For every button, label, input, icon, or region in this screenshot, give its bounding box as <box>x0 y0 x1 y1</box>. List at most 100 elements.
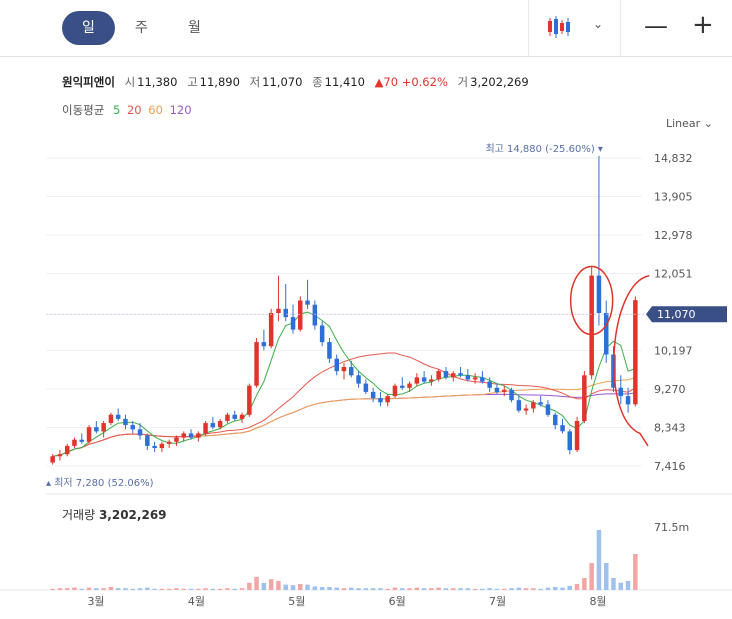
max-price-label: 최고 14,880 (-25.60%) ▾ <box>485 143 603 155</box>
volume-bar <box>400 588 405 590</box>
volume-bar <box>276 581 281 590</box>
candlestick-icon[interactable] <box>545 14 573 40</box>
candle-body <box>560 425 565 432</box>
ma-120: 120 <box>169 103 192 117</box>
candle-body <box>531 402 536 409</box>
volume-bar <box>319 587 325 590</box>
ma-label: 이동평균 <box>62 103 105 117</box>
volume-bar <box>378 588 383 590</box>
candle-body <box>239 414 245 419</box>
volume-bar <box>349 587 354 590</box>
volume-bar <box>327 587 332 590</box>
volume-bar <box>356 588 361 590</box>
candle-body <box>451 373 456 378</box>
candle-body <box>210 423 216 428</box>
volume-bar <box>334 587 339 590</box>
volume-bar <box>443 588 449 590</box>
candle-body <box>254 342 259 386</box>
volume-bar <box>174 588 179 590</box>
plus-icon[interactable]: + <box>692 10 714 40</box>
candle-body <box>604 313 609 355</box>
y-tick-label: 7,416 <box>654 460 686 473</box>
volume-bar <box>268 579 274 590</box>
high-label: 고 <box>187 75 198 89</box>
candle-body <box>356 375 361 384</box>
volume-bar <box>560 587 565 590</box>
volume-bar <box>159 588 165 590</box>
volume-bar <box>130 588 135 590</box>
candle-body <box>79 439 84 442</box>
candle-body <box>319 325 325 343</box>
volume-bar <box>451 588 456 590</box>
volume-bar <box>108 587 114 590</box>
chevron-down-icon[interactable]: ⌄ <box>593 17 604 31</box>
volume-bar <box>65 588 70 590</box>
tab-month[interactable]: 월 <box>188 20 201 36</box>
tab-week[interactable]: 주 <box>135 20 148 36</box>
candle-body <box>305 300 310 305</box>
y-tick-label: 14,832 <box>654 152 693 165</box>
candle-body <box>298 300 303 330</box>
volume-bar <box>472 588 478 590</box>
volume-bar <box>633 554 638 590</box>
volume-bar <box>283 584 288 590</box>
candle-body <box>392 385 398 397</box>
candle-body <box>312 304 318 326</box>
volume-bar <box>582 578 587 590</box>
candle-body <box>268 313 274 347</box>
candle-body <box>290 317 296 330</box>
candle-body <box>50 456 55 463</box>
volume-value: 3,202,269 <box>470 75 529 89</box>
volume-bar <box>145 587 150 590</box>
volume-bar <box>465 588 471 590</box>
current-price-tag <box>646 306 727 323</box>
candle-body <box>159 443 165 448</box>
candle-body <box>487 381 492 388</box>
x-tick-label: 6월 <box>389 595 406 608</box>
candle-body <box>72 439 77 446</box>
candle-body <box>553 414 558 426</box>
candle-body <box>523 408 529 411</box>
volume-bar <box>516 587 522 590</box>
minus-icon[interactable]: — <box>644 12 668 40</box>
volume-label: 거 <box>457 75 469 89</box>
scale-dropdown[interactable]: Linear ⌄ <box>666 117 713 130</box>
candle-body <box>458 373 463 376</box>
low-value: 11,070 <box>262 75 303 89</box>
ma-5: 5 <box>112 103 121 117</box>
volume-bar <box>545 587 551 590</box>
volume-bar <box>596 530 602 590</box>
candle-body <box>283 308 288 318</box>
volume-bar <box>604 563 609 590</box>
candle-body <box>472 377 478 380</box>
volume-tick-label: 71.5m <box>654 521 689 534</box>
volume-bar <box>57 588 63 590</box>
volume-bar <box>305 584 310 590</box>
y-tick-label: 8,343 <box>654 422 686 435</box>
period-tabs: 일 주 월 <box>62 11 221 45</box>
candle-body <box>633 300 638 405</box>
candle-body <box>276 308 281 313</box>
toolbar-divider <box>620 0 621 56</box>
annotation-circle <box>569 265 614 336</box>
tab-day[interactable]: 일 <box>62 11 115 45</box>
x-tick-label: 8월 <box>589 595 606 608</box>
volume-bar <box>611 578 616 590</box>
volume-bar <box>239 588 245 590</box>
candle-body <box>400 385 405 388</box>
candle-body <box>567 431 572 451</box>
candle-body <box>516 400 522 411</box>
candle-body <box>181 433 186 438</box>
candle-body <box>65 445 70 455</box>
candle-body <box>545 404 551 415</box>
chevron-down-icon: ⌄ <box>703 117 713 130</box>
volume-bar <box>166 588 172 590</box>
x-tick-label: 4월 <box>188 595 205 608</box>
candle-body <box>625 396 631 405</box>
candle-body <box>196 433 201 438</box>
y-tick-label: 12,051 <box>654 268 693 281</box>
volume-bar <box>421 588 427 590</box>
candle-body <box>86 427 92 442</box>
y-tick-label: 9,270 <box>654 383 686 396</box>
